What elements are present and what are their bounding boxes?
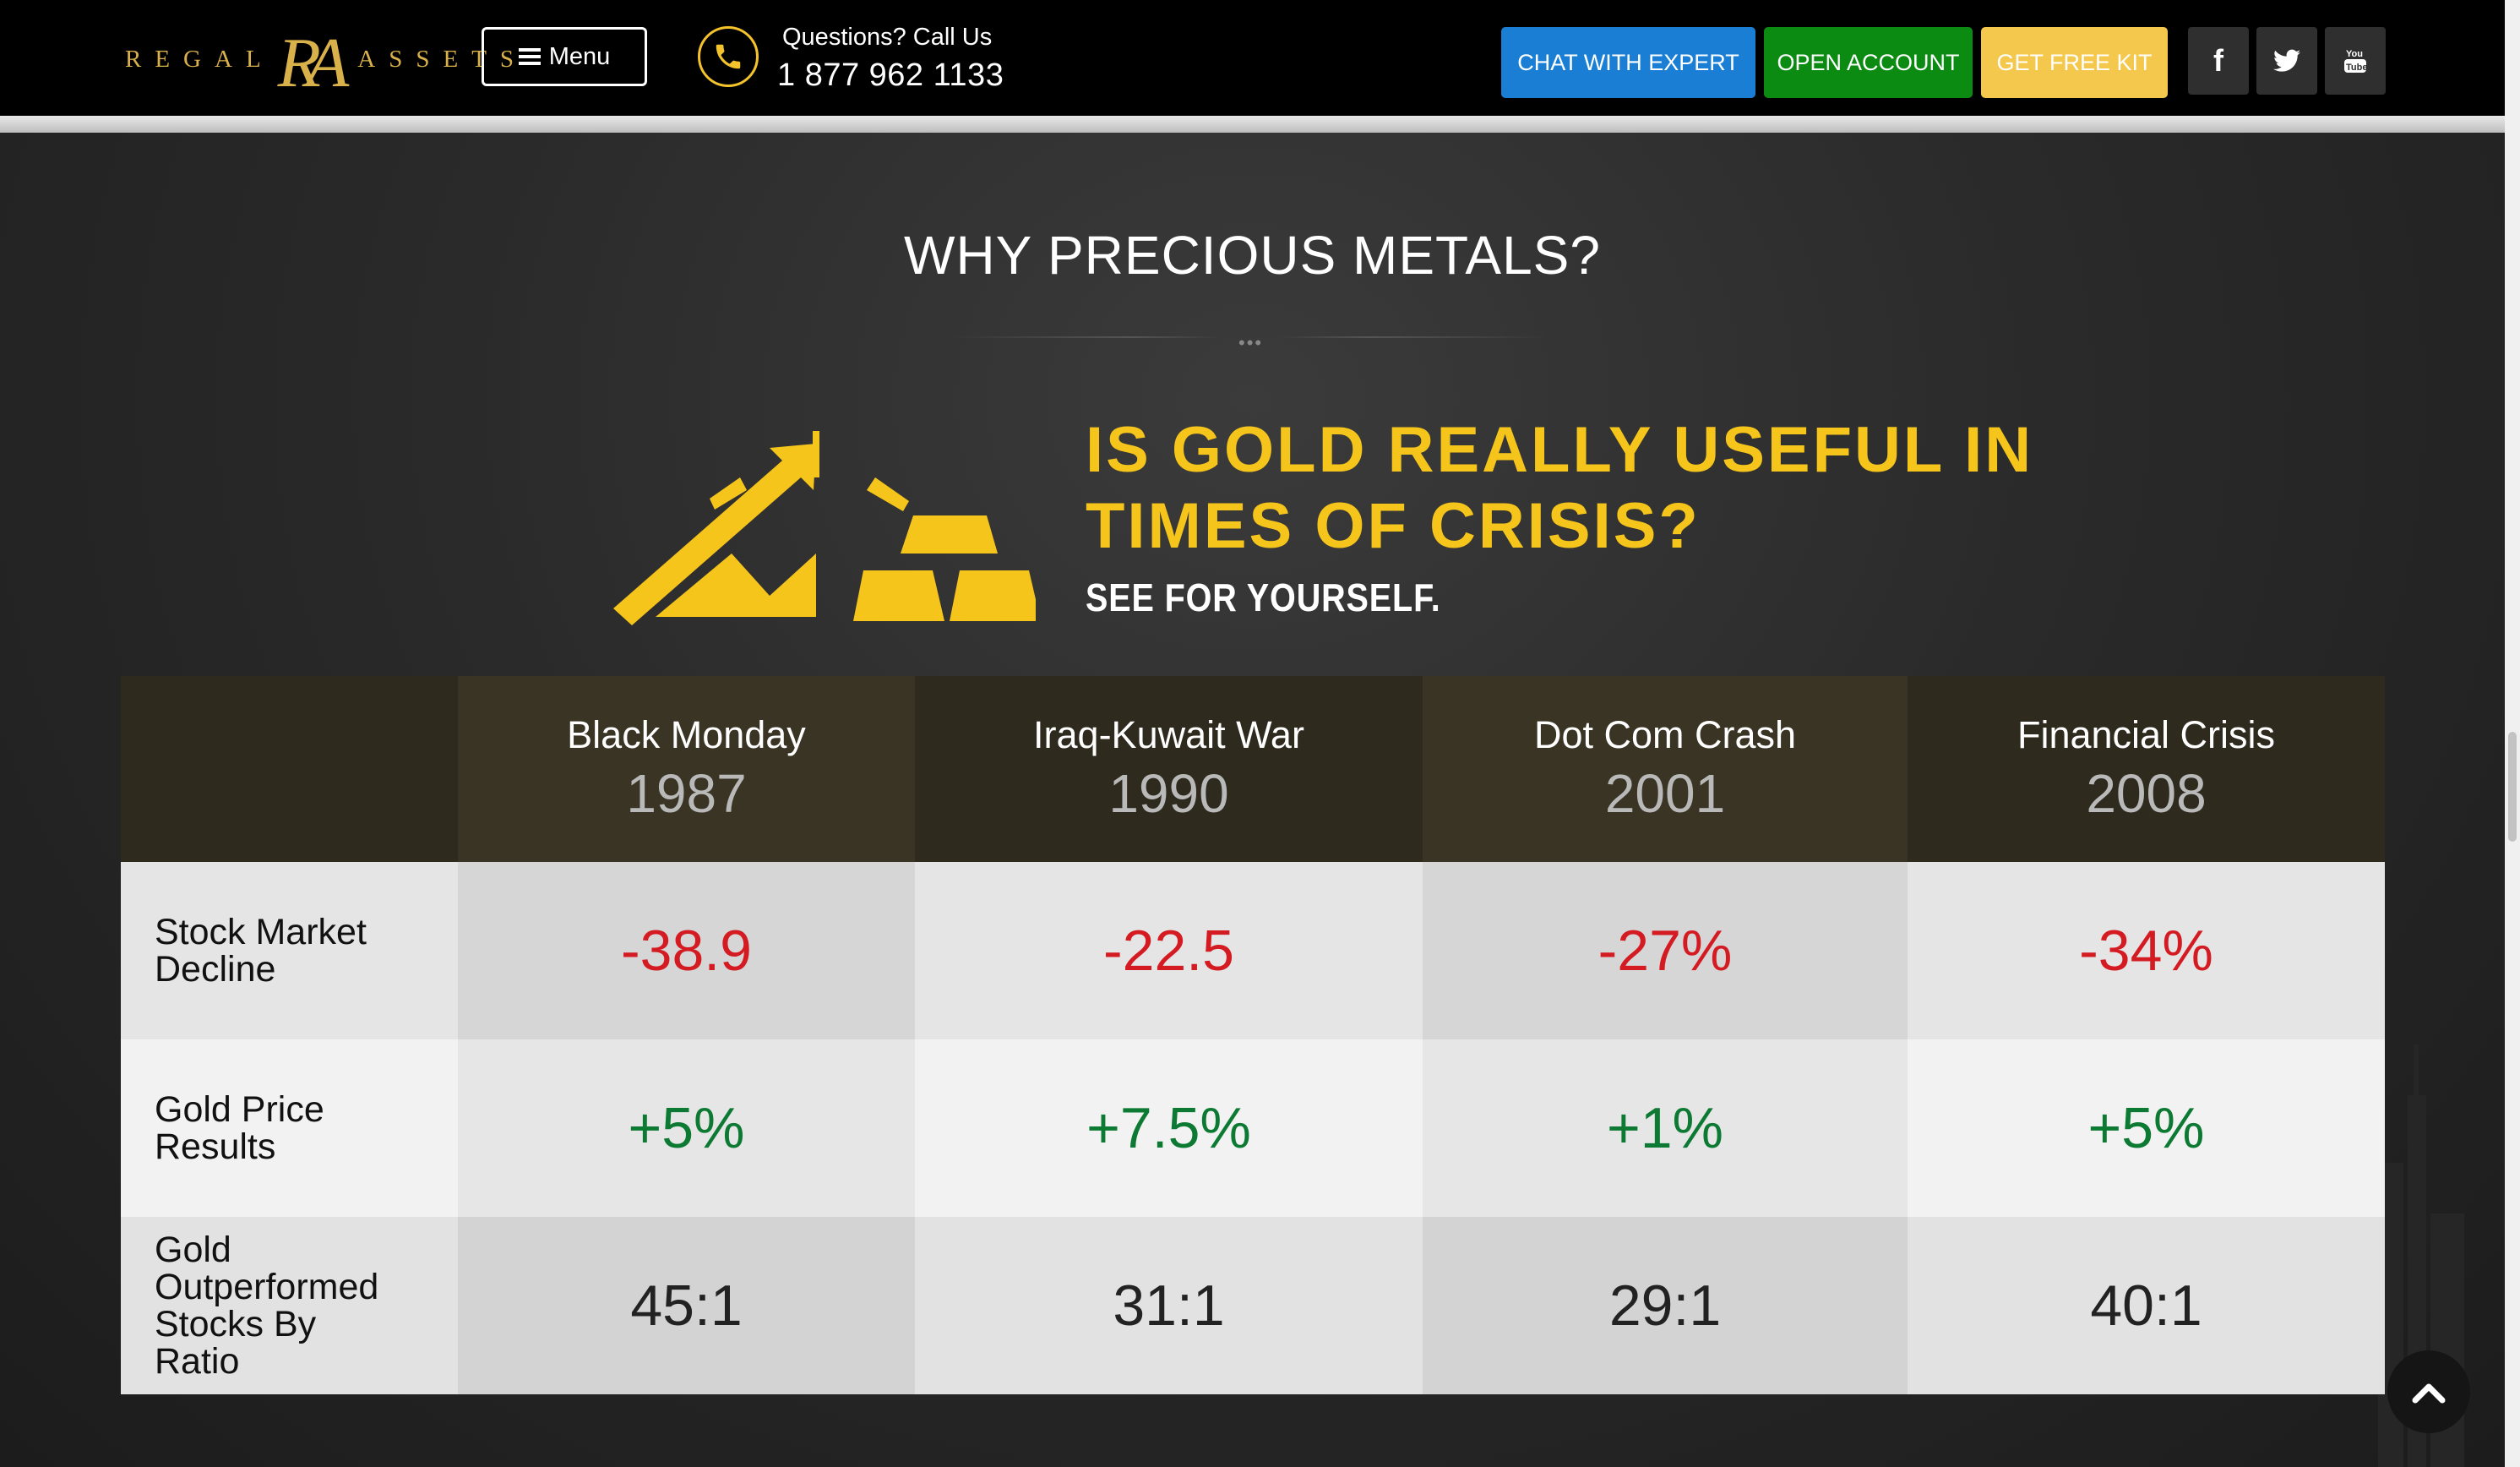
table-cell-value: -27%	[1597, 919, 1733, 983]
header-underline	[0, 116, 2505, 133]
table-cell-value: +7.5%	[1086, 1096, 1251, 1160]
column-event: Dot Com Crash	[1533, 713, 1797, 756]
row-label: Stock Market Decline	[121, 862, 458, 1039]
divider-dots: •••	[1238, 332, 1264, 353]
phone-icon	[698, 26, 759, 87]
phone-number-link[interactable]: 1 877 962 1133	[777, 57, 1004, 93]
row-label: Gold Price Results	[121, 1039, 458, 1217]
get-free-kit-button[interactable]: GET FREE KIT	[1981, 27, 2168, 98]
section-title: WHY PRECIOUS METALS?	[904, 225, 1601, 286]
phone-prompt: Questions? Call Us	[782, 24, 993, 51]
logo-word-assets: ASSETS	[357, 45, 528, 73]
subheadline: SEE FOR YOURSELF.	[1086, 575, 1441, 619]
table-cell-value: +1%	[1607, 1096, 1723, 1160]
youtube-icon[interactable]: You Tube	[2325, 27, 2386, 95]
column-header-black-monday: Black Monday 1987	[458, 676, 915, 862]
column-year: 2001	[1604, 763, 1726, 824]
table-cell-value: -22.5	[1103, 919, 1234, 983]
row-label: Gold Outperformed Stocks By Ratio	[121, 1217, 458, 1394]
facebook-icon[interactable]: f	[2188, 27, 2249, 95]
open-account-button[interactable]: OPEN ACCOUNT	[1764, 27, 1973, 98]
title-divider	[955, 336, 1546, 338]
column-event: Black Monday	[567, 713, 806, 756]
scroll-to-top-button[interactable]	[2387, 1350, 2470, 1433]
logo-word-regal: REGAL	[125, 45, 275, 73]
table-row-gold-price-results: Gold Price Results +5% +7.5% +1% +5%	[121, 1039, 2385, 1217]
column-header-iraq-kuwait-war: Iraq-Kuwait War 1990	[915, 676, 1423, 862]
menu-label: Menu	[548, 42, 611, 70]
table-row-stock-market-decline: Stock Market Decline -38.9 -22.5 -27% -3…	[121, 862, 2385, 1039]
chat-with-expert-button[interactable]: CHAT WITH EXPERT	[1501, 27, 1755, 98]
headline-line-2: TIMES OF CRISIS?	[1086, 490, 1701, 562]
crisis-comparison-table: Black Monday 1987 Iraq-Kuwait War 1990 D…	[121, 676, 2385, 1394]
table-cell-value: -38.9	[621, 919, 752, 983]
menu-button[interactable]: Menu	[482, 27, 647, 86]
column-event: Financial Crisis	[2017, 713, 2276, 756]
table-header-empty	[121, 676, 458, 862]
logo-monogram: RA	[277, 23, 350, 102]
gold-growth-icon	[613, 431, 1036, 625]
regal-assets-logo[interactable]: REGAL RA ASSETS	[125, 24, 528, 102]
table-header-row: Black Monday 1987 Iraq-Kuwait War 1990 D…	[121, 676, 2385, 862]
column-header-financial-crisis: Financial Crisis 2008	[1908, 676, 2385, 862]
table-cell-value: 40:1	[2090, 1273, 2202, 1338]
table-cell-value: +5%	[2087, 1096, 2205, 1160]
table-cell-value: +5%	[628, 1096, 745, 1160]
column-year: 2008	[2086, 763, 2207, 824]
column-year: 1990	[1108, 763, 1229, 824]
table-row-gold-outperformed-ratio: Gold Outperformed Stocks By Ratio 45:1 3…	[121, 1217, 2385, 1394]
column-event: Iraq-Kuwait War	[1033, 713, 1304, 756]
twitter-icon[interactable]	[2256, 27, 2317, 95]
scrollbar-thumb[interactable]	[2508, 732, 2517, 842]
chevron-up-icon	[2412, 1383, 2446, 1404]
table-cell-value: 31:1	[1113, 1273, 1225, 1338]
headline-line-1: IS GOLD REALLY USEFUL IN	[1086, 414, 2034, 486]
hamburger-icon	[518, 48, 541, 65]
svg-text:Tube: Tube	[2346, 63, 2367, 73]
table-cell-value: -34%	[2079, 919, 2213, 983]
svg-text:You: You	[2346, 49, 2363, 59]
table-cell-value: 45:1	[630, 1273, 743, 1338]
crisis-headline: IS GOLD REALLY USEFUL IN TIMES OF CRISIS…	[1086, 412, 2033, 564]
top-navbar: REGAL RA ASSETS Menu Questions? Call Us …	[0, 0, 2505, 116]
column-header-dot-com-crash: Dot Com Crash 2001	[1423, 676, 1908, 862]
table-cell-value: 29:1	[1608, 1273, 1722, 1338]
column-year: 1987	[626, 763, 747, 824]
